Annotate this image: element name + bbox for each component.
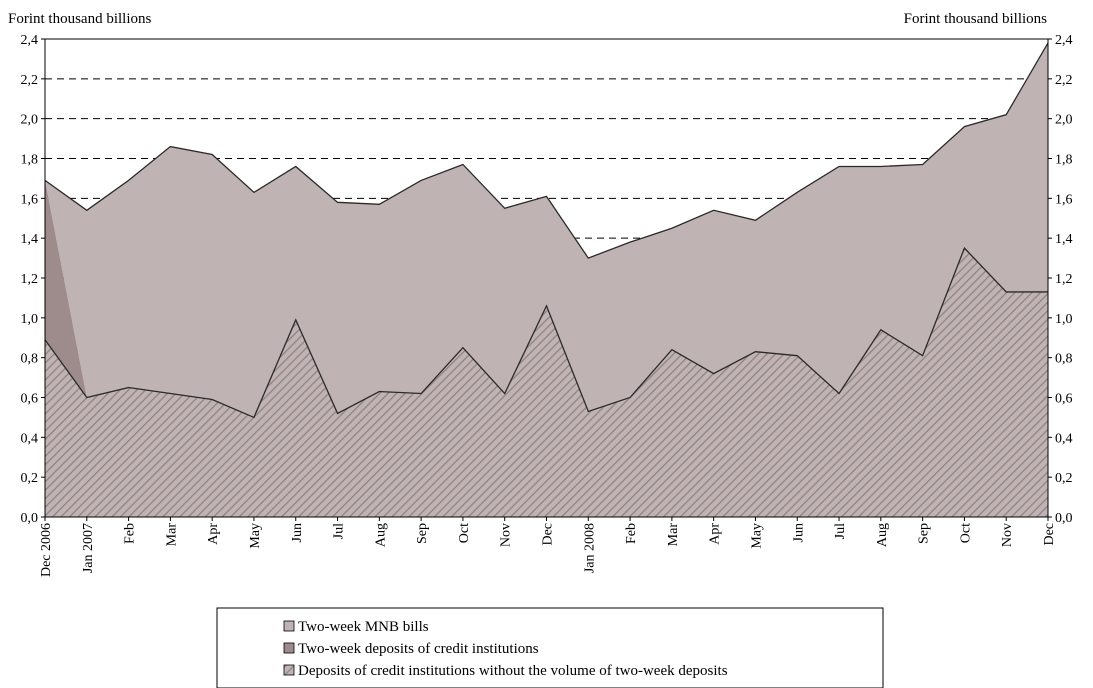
line-total [44, 42, 1049, 259]
y-tick-label-left: 0,0 [21, 511, 39, 526]
y-tick-label-right: 0,6 [1055, 392, 1073, 407]
x-tick-label: Mar [666, 523, 681, 547]
x-tick-label: Feb [624, 523, 639, 544]
x-tick-label: Nov [499, 523, 514, 547]
y-tick-label-left: 2,4 [21, 33, 39, 48]
y-tick-label-right: 1,8 [1055, 153, 1073, 168]
x-ticks: Dec 2006 Jan 2007 Feb Mar Apr May Jun Jul Aug Sep… [39, 517, 1057, 577]
y-tick-label-left: 1,4 [21, 232, 39, 247]
legend-swatch [283, 620, 295, 632]
x-tick-label: Dec [541, 523, 556, 546]
plot-areas [44, 42, 1049, 517]
x-tick-label: Mar [164, 523, 179, 547]
right-axis-label: Forint thousand billions [904, 11, 1048, 27]
y-tick-label-left: 0,4 [21, 431, 39, 446]
y-tick-label-right: 0,8 [1055, 352, 1073, 367]
area-deposits-without-two-week [45, 248, 1048, 517]
y-tick-label-left: 1,8 [21, 153, 39, 168]
y-ticks-left: 0,0 0,2 0,4 0,6 0,8 1,0 1,2 1,4 1,6 1,8 2,0 2,2 2,4 [21, 33, 45, 526]
x-tick-label: Aug [373, 523, 388, 547]
x-tick-label: Jun [290, 523, 305, 542]
y-tick-label-right: 2,4 [1055, 33, 1073, 48]
x-tick-label: Dec [1042, 523, 1057, 546]
x-tick-label: Jan 2008 [582, 523, 597, 573]
y-tick-label-right: 0,4 [1055, 431, 1073, 446]
y-tick-label-right: 1,0 [1055, 312, 1073, 327]
x-tick-label: Feb [123, 523, 138, 544]
legend-label: Deposits of credit institutions without … [298, 663, 728, 679]
x-tick-label: Aug [875, 523, 890, 547]
y-ticks-right: 0,0 0,2 0,4 0,6 0,8 1,0 1,2 1,4 1,6 1,8 2,0 2,2 2,4 [1048, 33, 1073, 526]
x-tick-label: Sep [917, 523, 932, 544]
x-tick-label: May [749, 523, 764, 549]
x-tick-label: Jun [791, 523, 806, 542]
y-tick-label-left: 0,2 [21, 471, 39, 486]
x-tick-label: Sep [415, 523, 430, 544]
y-tick-label-left: 2,0 [21, 113, 39, 128]
y-tick-label-left: 2,2 [21, 73, 39, 88]
x-tick-label: Apr [206, 523, 221, 545]
area-two-week-mnb-bills [45, 42, 1048, 418]
left-axis-label: Forint thousand billions [8, 11, 152, 27]
legend: Two-week MNB bills Two-week deposits of c… [216, 607, 884, 688]
y-tick-label-right: 0,2 [1055, 471, 1073, 486]
x-tick-label: Apr [708, 523, 723, 545]
gridlines [45, 38, 1048, 478]
legend-swatch [283, 664, 295, 676]
x-tick-label: Jan 2007 [81, 523, 96, 573]
y-tick-label-left: 0,8 [21, 352, 39, 367]
x-tick-label: Jul [332, 523, 347, 539]
legend-swatch [283, 642, 295, 654]
x-tick-label: Oct [958, 523, 973, 543]
x-tick-label: Nov [1000, 523, 1015, 547]
y-tick-label-right: 1,4 [1055, 232, 1073, 247]
y-tick-label-right: 1,6 [1055, 192, 1073, 207]
line-deposits-without-two-week [44, 246, 1048, 419]
x-tick-label: Oct [457, 523, 472, 543]
y-tick-label-left: 1,0 [21, 312, 39, 327]
legend-box [216, 607, 884, 688]
y-tick-label-left: 0,6 [21, 392, 39, 407]
y-tick-label-right: 0,0 [1055, 511, 1073, 526]
x-tick-label: Jul [833, 523, 848, 539]
legend-label: Two-week deposits of credit institutions [298, 641, 539, 657]
y-tick-label-right: 2,0 [1055, 113, 1073, 128]
y-tick-label-left: 1,2 [21, 272, 39, 287]
legend-label: Two-week MNB bills [298, 619, 429, 635]
y-tick-label-right: 2,2 [1055, 73, 1073, 88]
x-tick-label: Dec 2006 [39, 523, 54, 577]
x-tick-label: May [248, 523, 263, 549]
y-tick-label-left: 1,6 [21, 192, 39, 207]
y-tick-label-right: 1,2 [1055, 272, 1073, 287]
